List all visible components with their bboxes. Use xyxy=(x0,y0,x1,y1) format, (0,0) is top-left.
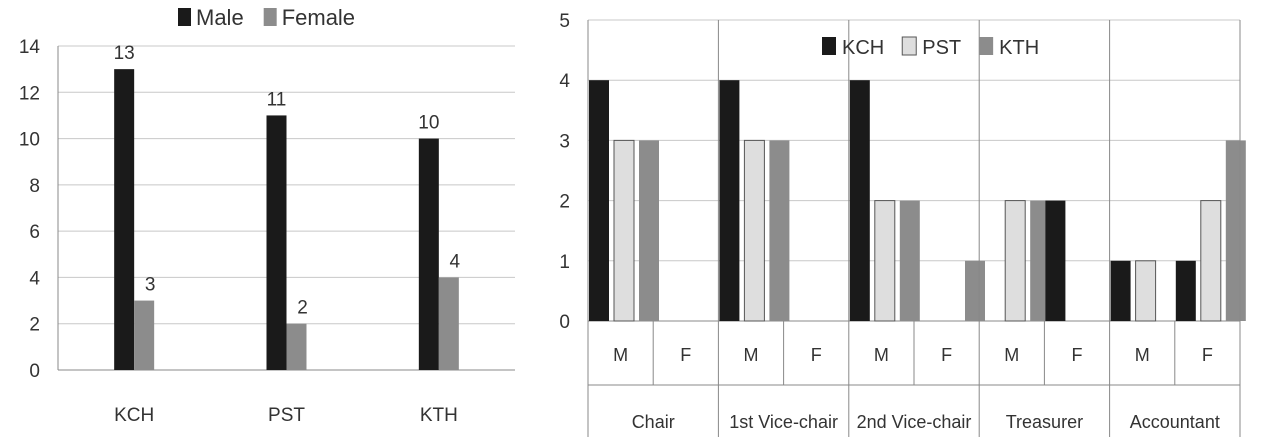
sub-label-treasurer-m: M xyxy=(1004,345,1019,365)
x-tick-label-kch: KCH xyxy=(114,405,154,426)
y-tick-label: 10 xyxy=(19,130,40,151)
y-tick-label: 12 xyxy=(19,83,40,104)
bar-kth-1st-vice-chair-m xyxy=(769,140,790,321)
bar-male-pst xyxy=(266,115,287,370)
legend-swatch-female xyxy=(263,8,277,26)
legend: KCH PST KTH xyxy=(822,36,1039,59)
bar-kch-1st-vice-chair-m xyxy=(719,80,740,321)
gender-count-chart: 0 2 4 6 8 10 12 14 13 3 11 2 10 4 KCH PST KTH Male Fema… xyxy=(19,5,515,426)
bar-male-kth xyxy=(418,138,439,370)
legend-label-pst: PST xyxy=(922,37,961,59)
bars xyxy=(114,69,459,371)
legend-label-kth: KTH xyxy=(999,37,1039,59)
x-axis-table: M F M F M F M F M F Chair 1st Vice-chair 2nd Vice-ch… xyxy=(587,20,1241,437)
bar-kth-accountant-f xyxy=(1225,140,1246,321)
y-tick-label: 6 xyxy=(29,222,40,243)
bars xyxy=(589,80,1246,322)
x-tick-label-pst: PST xyxy=(268,405,305,426)
legend: Male Female xyxy=(178,5,355,30)
group-label-treasurer: Treasurer xyxy=(1006,412,1083,432)
data-label-male-kth: 10 xyxy=(418,113,439,134)
bar-kch-2nd-vice-chair-m xyxy=(849,80,870,321)
legend-label-female: Female xyxy=(282,5,355,30)
sub-label-accountant-m: M xyxy=(1135,345,1150,365)
sub-label-1st-vice-chair-m: M xyxy=(744,345,759,365)
y-tick-label: 2 xyxy=(29,315,40,336)
legend-swatch-kth xyxy=(979,37,994,55)
y-tick-label: 0 xyxy=(559,312,570,333)
y-tick-labels: 0 2 4 6 8 10 12 14 xyxy=(19,37,41,382)
legend-swatch-male xyxy=(178,8,191,26)
group-label-1st-vice-chair: 1st Vice-chair xyxy=(729,412,838,432)
data-label-male-pst: 11 xyxy=(267,89,287,110)
sub-label-1st-vice-chair-f: F xyxy=(811,345,822,365)
y-tick-label: 14 xyxy=(19,37,41,58)
bar-kch-treasurer-f xyxy=(1045,200,1066,321)
bar-pst-accountant-f xyxy=(1200,200,1222,322)
bar-kch-accountant-m xyxy=(1110,260,1131,321)
y-tick-labels: 0 1 2 3 4 5 xyxy=(559,11,570,333)
data-labels: 13 3 11 2 10 4 xyxy=(114,43,461,319)
sub-label-treasurer-f: F xyxy=(1072,345,1083,365)
data-label-female-pst: 2 xyxy=(297,298,308,319)
group-label-2nd-vice-chair: 2nd Vice-chair xyxy=(857,412,972,432)
y-tick-label: 5 xyxy=(559,11,570,32)
legend-label-kch: KCH xyxy=(842,37,884,59)
bar-female-kch xyxy=(134,300,155,370)
legend-swatch-kch xyxy=(822,37,836,55)
position-count-chart: 0 1 2 3 4 5 M F M F M F M F M F Chair 1st Vice-chair 2nd … xyxy=(559,11,1246,437)
bar-kth-2nd-vice-chair-f xyxy=(965,260,985,321)
sub-label-2nd-vice-chair-f: F xyxy=(941,345,952,365)
data-label-female-kth: 4 xyxy=(450,251,461,272)
legend-label-male: Male xyxy=(196,5,244,30)
bar-female-kth xyxy=(438,277,459,370)
bar-kch-accountant-f xyxy=(1175,260,1196,321)
data-label-female-kch: 3 xyxy=(145,275,156,296)
bar-kth-treasurer-m xyxy=(1030,200,1051,321)
y-tick-label: 4 xyxy=(559,71,570,92)
bar-female-pst xyxy=(286,323,307,370)
group-label-accountant: Accountant xyxy=(1130,412,1220,432)
x-tick-label-kth: KTH xyxy=(420,405,458,426)
bar-male-kch xyxy=(114,69,135,371)
y-tick-label: 1 xyxy=(559,252,570,273)
sub-label-chair-m: M xyxy=(613,345,628,365)
data-label-male-kch: 13 xyxy=(114,43,135,64)
sub-label-chair-f: F xyxy=(680,345,691,365)
bar-kch-chair-m xyxy=(589,80,609,321)
bar-pst-accountant-m xyxy=(1135,260,1157,322)
bar-pst-chair-m xyxy=(613,139,635,322)
bar-pst-1st-vice-chair-m xyxy=(743,139,765,322)
bar-kth-2nd-vice-chair-m xyxy=(899,200,920,321)
y-tick-label: 0 xyxy=(29,361,40,382)
bar-pst-2nd-vice-chair-m xyxy=(874,200,896,322)
bar-pst-treasurer-m xyxy=(1004,200,1026,322)
x-tick-labels: KCH PST KTH xyxy=(114,405,458,426)
sub-label-2nd-vice-chair-m: M xyxy=(874,345,889,365)
group-label-chair: Chair xyxy=(632,412,675,432)
y-tick-label: 8 xyxy=(29,176,40,197)
y-tick-label: 4 xyxy=(29,268,40,289)
y-tick-label: 2 xyxy=(559,192,570,213)
sub-label-accountant-f: F xyxy=(1202,345,1213,365)
bar-kth-chair-m xyxy=(639,140,659,321)
legend-swatch-pst xyxy=(901,36,917,56)
y-tick-label: 3 xyxy=(559,131,570,152)
